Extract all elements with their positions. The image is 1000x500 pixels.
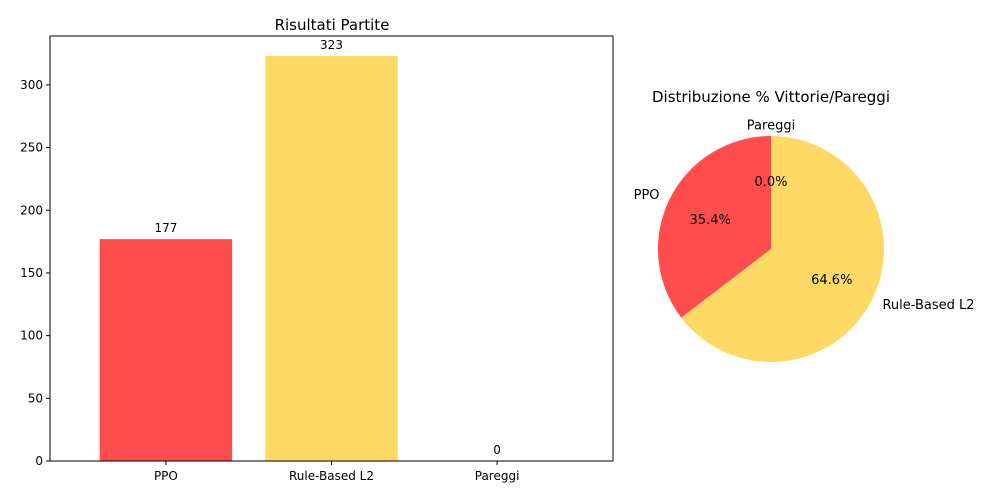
y-axis: 0 50 100 150 200 250 300 [20, 78, 50, 468]
y-tick-label: 0 [35, 454, 43, 468]
pie-chart: Distribuzione % Vittorie/Pareggi PPO 35.4… [634, 88, 975, 363]
x-tick-label: Pareggi [475, 469, 520, 483]
y-tick-label: 300 [20, 78, 43, 92]
bar-ppo [99, 239, 233, 461]
x-tick-label: Rule-Based L2 [289, 469, 374, 483]
pie-label: Pareggi [747, 119, 795, 134]
x-axis: PPO Rule-Based L2 Pareggi [154, 461, 519, 483]
bar-marks: 177 323 0 [99, 38, 501, 462]
pie-pct-label: 35.4% [690, 213, 731, 228]
bar-value-label: 0 [493, 443, 501, 457]
pie-chart-title: Distribuzione % Vittorie/Pareggi [652, 88, 890, 106]
bar-chart: Risultati Partite 177 323 0 0 50 100 150 200 25… [20, 16, 614, 483]
pie-pct-label: 64.6% [811, 273, 852, 288]
y-tick-label: 150 [20, 266, 43, 280]
bar-value-label: 323 [320, 38, 343, 52]
bar-chart-title: Risultati Partite [275, 16, 390, 34]
pie-pct-label: 0.0% [754, 175, 787, 190]
y-tick-label: 50 [28, 391, 43, 405]
plot-frame [49, 35, 614, 462]
y-tick-label: 200 [20, 203, 43, 217]
pie-slice-ppo [658, 136, 771, 318]
y-tick-label: 100 [20, 329, 43, 343]
y-tick-label: 250 [20, 141, 43, 155]
pie-label: PPO [634, 188, 660, 203]
pie-marks: PPO 35.4% Rule-Based L2 64.6% Pareggi 0.0% [634, 119, 975, 363]
pie-label: Rule-Based L2 [882, 298, 974, 313]
bar-value-label: 177 [154, 221, 177, 235]
x-tick-label: PPO [154, 469, 178, 483]
pie-slice-rule-based-l2 [681, 136, 885, 363]
bar-rule-based-l2 [265, 56, 398, 462]
